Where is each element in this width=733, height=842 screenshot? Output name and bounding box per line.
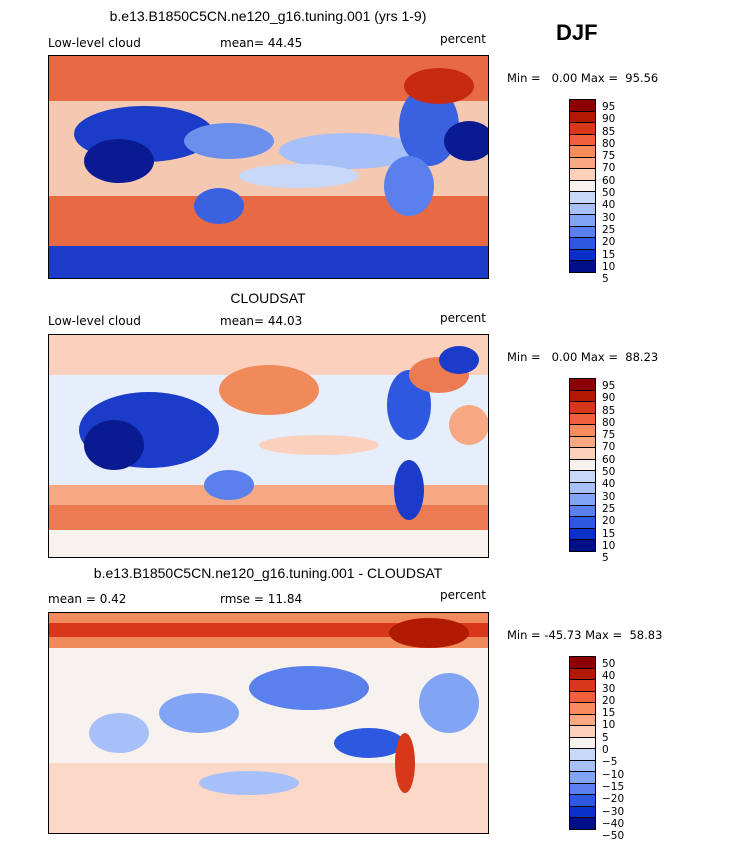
colorbar-label: 80	[602, 137, 616, 150]
colorbar-label: 50	[602, 466, 616, 479]
panel1-title: b.e13.B1850C5CN.ne120_g16.tuning.001 (yr…	[109, 8, 427, 24]
colorbar-label: 10	[602, 719, 616, 732]
colorbar-label: 40	[602, 199, 616, 212]
panel3-title: b.e13.B1850C5CN.ne120_g16.tuning.001 - C…	[93, 565, 443, 581]
panel3-colorbar	[569, 656, 596, 830]
colorbar-label: −50	[602, 830, 625, 842]
colorbar-label: 90	[602, 392, 616, 405]
colorbar-label: 75	[602, 429, 616, 442]
colorbar-label: 30	[602, 490, 616, 503]
colorbar-label: 90	[602, 113, 616, 126]
colorbar-label: 25	[602, 223, 616, 236]
colorbar-label: 50	[602, 658, 616, 670]
panel3-map	[48, 612, 489, 834]
colorbar-label: 75	[602, 150, 616, 163]
panel2-colorbar	[569, 378, 596, 552]
panel3-units-label: percent	[440, 588, 486, 602]
colorbar-label: −30	[602, 805, 625, 818]
colorbar-label: 85	[602, 404, 616, 417]
colorbar-label: 15	[602, 248, 616, 261]
colorbar-label: 30	[602, 682, 616, 695]
colorbar-label: 95	[602, 101, 616, 113]
colorbar-label: −20	[602, 793, 625, 806]
panel2-map	[48, 334, 489, 558]
colorbar-label: −10	[602, 768, 625, 781]
colorbar-label: −15	[602, 780, 625, 793]
colorbar-label: 20	[602, 236, 616, 249]
colorbar-label: 30	[602, 211, 616, 224]
colorbar-label: 20	[602, 694, 616, 707]
panel3-mean-label: mean = 0.42	[48, 592, 127, 606]
colorbar-label: 10	[602, 539, 616, 552]
panel3-rmse-label: rmse = 11.84	[220, 592, 303, 606]
panel3-colorbar-labels: 50 40 30 20 15 10 5 0 −5 −10 −15 −20 −30…	[602, 658, 624, 842]
colorbar-label: −5	[602, 756, 618, 769]
colorbar-label: 60	[602, 453, 616, 466]
colorbar-label: 70	[602, 441, 616, 454]
colorbar-label: 5	[602, 731, 609, 744]
colorbar-label: 60	[602, 174, 616, 187]
panel2-colorbar-labels: 95 90 85 80 75 70 60 50 40 30 25 20 15 1…	[602, 380, 615, 564]
panel1-variable-label: Low-level cloud	[48, 36, 141, 50]
panel1-minmax: Min = 0.00 Max = 95.56	[507, 71, 659, 85]
colorbar-label: 40	[602, 478, 616, 491]
panel2-title: CLOUDSAT	[230, 290, 306, 306]
colorbar-label: 70	[602, 162, 616, 175]
panel1-colorbar-labels: 95 90 85 80 75 70 60 50 40 30 25 20 15 1…	[602, 101, 615, 285]
panel1-units-label: percent	[440, 32, 486, 46]
colorbar-label: 80	[602, 416, 616, 429]
colorbar-label: 50	[602, 187, 616, 200]
panel1-colorbar	[569, 99, 596, 273]
panel1-mean-label: mean= 44.45	[220, 36, 303, 50]
colorbar-label: 5	[602, 273, 609, 286]
colorbar-label: 25	[602, 502, 616, 515]
colorbar-label: 10	[602, 260, 616, 273]
colorbar-label: 15	[602, 707, 616, 720]
colorbar-label: 20	[602, 515, 616, 528]
panel2-units-label: percent	[440, 311, 486, 325]
colorbar-label: 5	[602, 552, 609, 565]
colorbar-label: −40	[602, 817, 625, 830]
panel2-minmax: Min = 0.00 Max = 88.23	[507, 350, 659, 364]
colorbar-label: 0	[602, 744, 609, 757]
panel3-minmax: Min = -45.73 Max = 58.83	[507, 628, 663, 642]
panel1-map	[48, 55, 489, 279]
colorbar-label: 85	[602, 125, 616, 138]
season-label: DJF	[556, 20, 598, 45]
colorbar-label: 15	[602, 527, 616, 540]
colorbar-label: 40	[602, 670, 616, 683]
colorbar-label: 95	[602, 380, 616, 392]
panel2-mean-label: mean= 44.03	[220, 314, 303, 328]
panel2-variable-label: Low-level cloud	[48, 314, 141, 328]
